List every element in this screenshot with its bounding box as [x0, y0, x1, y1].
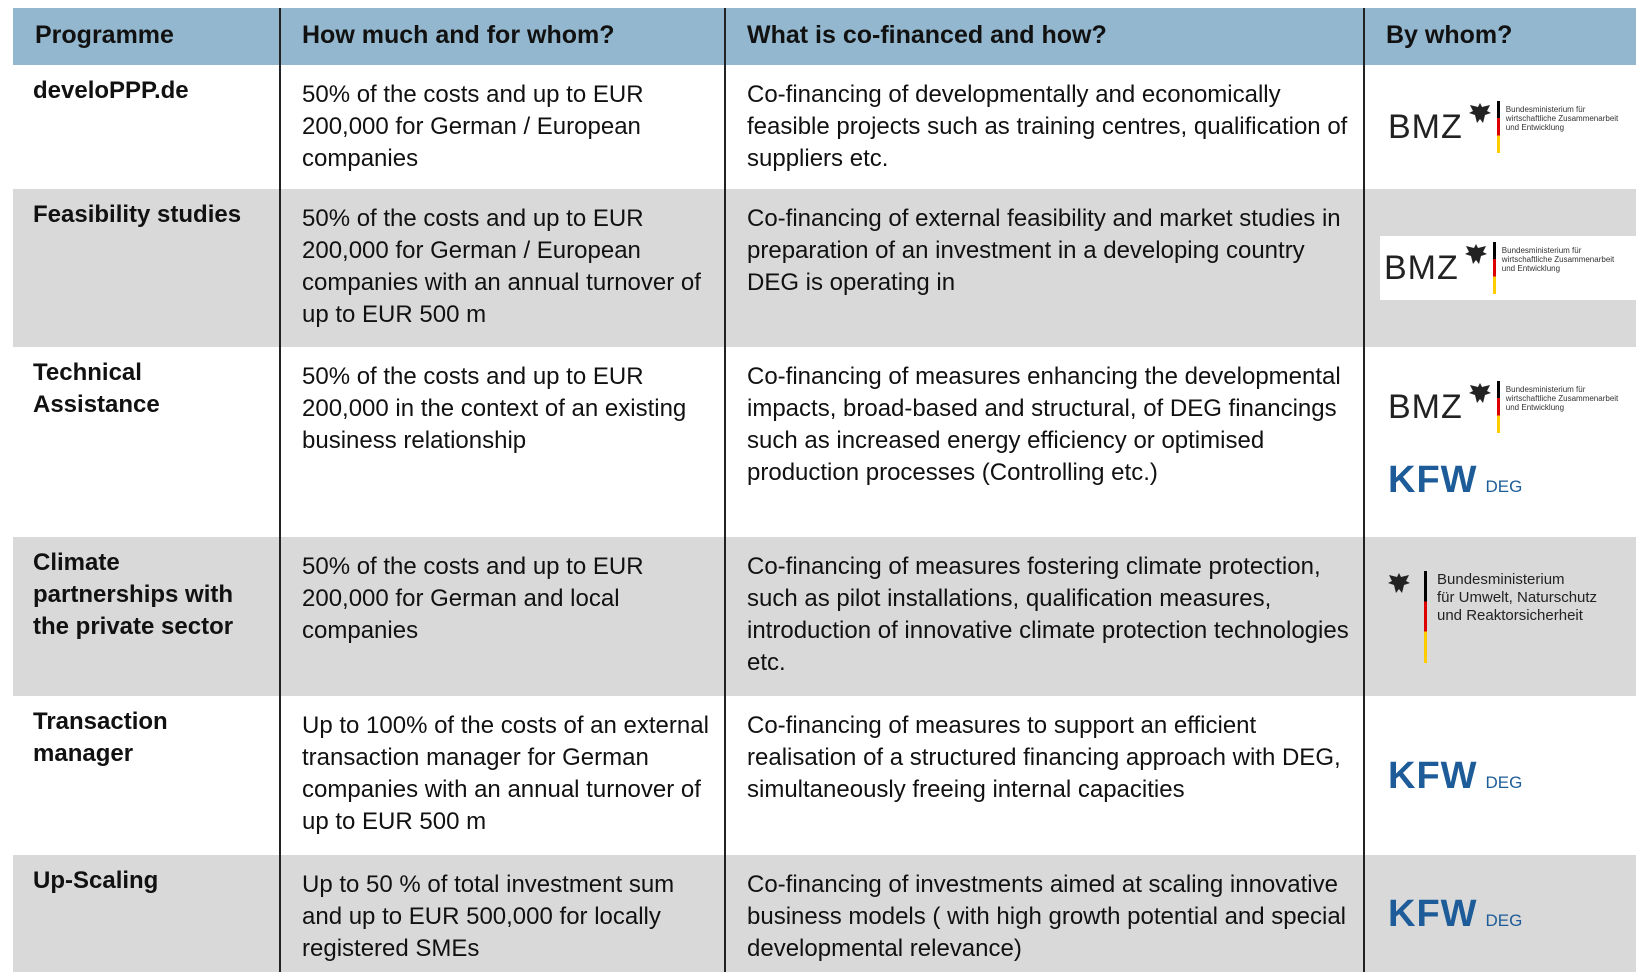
logo: KFW DEG — [1388, 457, 1636, 503]
by-cell: Bundesministerium für Umwelt, Naturschutz… — [1364, 537, 1636, 696]
programme-cell: develoPPP.de — [13, 65, 280, 189]
logo-abbr: BMZ — [1388, 108, 1463, 146]
logo-line: und Entwicklung — [1501, 264, 1561, 273]
logo-abbr: BMZ — [1388, 388, 1463, 426]
what-cell: Co-financing of external feasibility and… — [725, 189, 1364, 347]
what-cell: Co-financing of measures fostering clima… — [725, 537, 1364, 696]
logo-line: für Umwelt, Naturschutz — [1437, 588, 1598, 606]
logo-line: und Entwicklung — [1505, 403, 1565, 412]
logo-line: wirtschaftliche Zusammenarbeit — [1505, 394, 1619, 403]
by-cell: KFW DEG — [1364, 696, 1636, 855]
column-divider — [279, 8, 281, 972]
amount-cell: Up to 100% of the costs of an external t… — [280, 696, 725, 855]
amount-cell: 50% of the costs and up to EUR 200,000 f… — [280, 65, 725, 189]
logo-line: wirtschaftliche Zusammenarbeit — [1501, 255, 1615, 264]
logo-mark: KFW — [1388, 459, 1478, 501]
logo-abbr: BMZ — [1384, 249, 1459, 287]
logo: BMZ Bundesministerium für wirtschaftliche … — [1388, 381, 1636, 433]
logo-text: Bundesministerium für wirtschaftliche Zus… — [1506, 385, 1618, 412]
column-divider — [1363, 8, 1365, 972]
logo-text: Bundesministerium für wirtschaftliche Zus… — [1506, 105, 1618, 132]
amount-cell: Up to 50 % of total investment sum and u… — [280, 855, 725, 972]
what-cell: Co-financing of developmentally and econ… — [725, 65, 1364, 189]
flag — [1496, 101, 1500, 153]
logo: Bundesministerium für Umwelt, Naturschutz… — [1388, 570, 1636, 663]
logo: KFW DEG — [1388, 753, 1636, 799]
column-divider — [724, 8, 726, 972]
flag — [1496, 381, 1500, 433]
by-cell: BMZ Bundesministerium für wirtschaftliche … — [1364, 65, 1636, 189]
logo-text: Bundesministerium für wirtschaftliche Zus… — [1502, 246, 1614, 273]
by-cell: BMZ Bundesministerium für wirtschaftliche … — [1364, 347, 1636, 537]
flag — [1492, 242, 1496, 294]
amount-cell: 50% of the costs and up to EUR 200,000 i… — [280, 347, 725, 537]
header-cell: How much and for whom? — [280, 8, 725, 65]
logo-line: und Reaktorsicherheit — [1437, 606, 1583, 624]
logo-line: Bundesministerium für — [1505, 385, 1586, 394]
logo-mark: KFW — [1388, 892, 1478, 935]
programme-cell: Up-Scaling — [13, 855, 280, 972]
what-cell: Co-financing of investments aimed at sca… — [725, 855, 1364, 972]
logo-line: wirtschaftliche Zusammenarbeit — [1505, 114, 1619, 123]
by-cell: BMZ Bundesministerium für wirtschaftliche … — [1364, 189, 1636, 347]
logo-sub: DEG — [1485, 910, 1523, 930]
header-cell: Programme — [13, 8, 280, 65]
eagle-icon — [1468, 383, 1491, 403]
logo: BMZ Bundesministerium für wirtschaftliche … — [1380, 236, 1636, 300]
amount-cell: 50% of the costs and up to EUR 200,000 f… — [280, 189, 725, 347]
header-cell: What is co-financed and how? — [725, 8, 1364, 65]
eagle-icon — [1464, 244, 1487, 264]
eagle-icon — [1468, 103, 1491, 123]
what-cell: Co-financing of measures enhancing the d… — [725, 347, 1364, 537]
logo-line: Bundesministerium für — [1501, 246, 1582, 255]
programme-cell: Technical Assistance — [13, 347, 280, 537]
programme-cell: Climate partnerships with the private se… — [13, 537, 280, 696]
logo-line: Bundesministerium für — [1505, 105, 1586, 114]
logo-mark: KFW — [1388, 754, 1478, 797]
logo-line: Bundesministerium — [1437, 570, 1565, 588]
eagle-icon — [1388, 572, 1410, 593]
logo: KFW DEG — [1388, 891, 1636, 937]
amount-cell: 50% of the costs and up to EUR 200,000 f… — [280, 537, 725, 696]
by-cell: KFW DEG — [1364, 855, 1636, 972]
logo-sub: DEG — [1485, 772, 1523, 792]
logo-line: und Entwicklung — [1505, 123, 1565, 132]
logo: BMZ Bundesministerium für wirtschaftliche … — [1388, 101, 1636, 153]
programme-cell: Transaction manager — [13, 696, 280, 855]
logo-text: Bundesministerium für Umwelt, Naturschutz… — [1437, 571, 1597, 625]
flag — [1424, 570, 1427, 663]
programme-cell: Feasibility studies — [13, 189, 280, 347]
logo-sub: DEG — [1485, 477, 1523, 496]
what-cell: Co-financing of measures to support an e… — [725, 696, 1364, 855]
header-cell: By whom? — [1364, 8, 1636, 65]
